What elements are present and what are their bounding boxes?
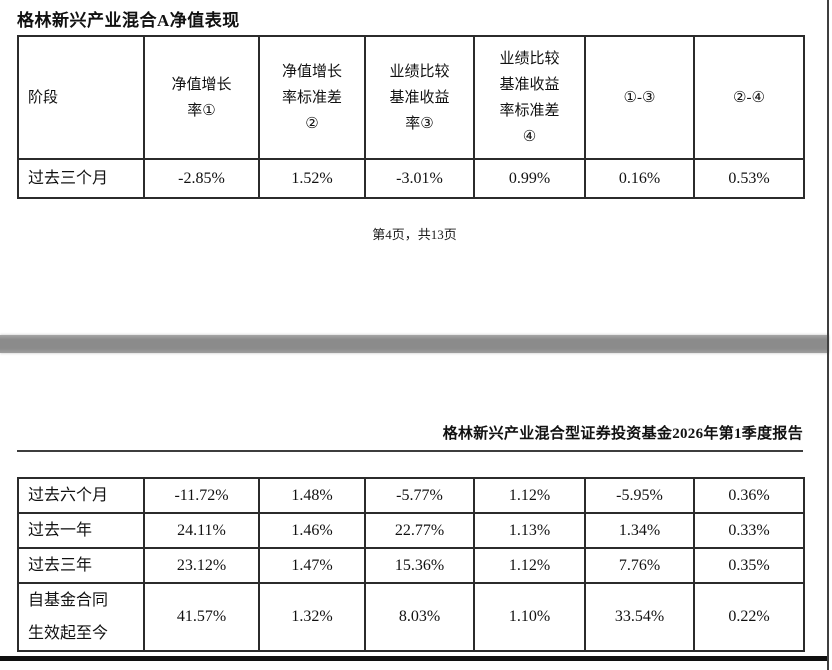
window-edge-line [827, 0, 829, 670]
table-title: 格林新兴产业混合A净值表现 [17, 11, 240, 30]
cell-value: 24.11% [143, 512, 260, 549]
cell-value: 8.03% [364, 582, 475, 652]
report-header: 格林新兴产业混合型证券投资基金2026年第1季度报告 [442, 426, 803, 442]
cell-value: 1.32% [258, 582, 366, 652]
header-stage: 阶段 [17, 35, 145, 160]
header-benchmark-return-std: 业绩比较 基准收益 率标准差 ④ [473, 35, 586, 160]
cell-value: 41.57% [143, 582, 260, 652]
cell-value: 0.36% [693, 477, 805, 514]
table-row-past-3-years: 过去三年 23.12% 1.47% 15.36% 1.12% 7.76% 0.3… [17, 547, 805, 584]
cell-value: 1.10% [473, 582, 586, 652]
cell-value: 1.46% [258, 512, 366, 549]
cell-value: 33.54% [584, 582, 695, 652]
header-diff-2-4: ②-④ [693, 35, 805, 160]
cell-value: 0.35% [693, 547, 805, 584]
header-rule [17, 450, 803, 452]
header-nav-growth-std: 净值增长 率标准差 ② [258, 35, 366, 160]
cell-value: 1.12% [473, 477, 586, 514]
cell-value: 1.34% [584, 512, 695, 549]
row-label: 过去一年 [17, 512, 145, 549]
cell-value: -5.77% [364, 477, 475, 514]
table-row-past-1-year: 过去一年 24.11% 1.46% 22.77% 1.13% 1.34% 0.3… [17, 512, 805, 549]
cell-value: -2.85% [143, 158, 260, 199]
cell-value: 1.12% [473, 547, 586, 584]
cell-value: 0.22% [693, 582, 805, 652]
cell-value: 1.52% [258, 158, 366, 199]
cell-value: 1.48% [258, 477, 366, 514]
cell-value: 0.99% [473, 158, 586, 199]
table-row-past-3-months: 过去三个月 -2.85% 1.52% -3.01% 0.99% 0.16% 0.… [17, 158, 805, 199]
table-row-since-inception: 自基金合同 生效起至今 41.57% 1.32% 8.03% 1.10% 33.… [17, 582, 805, 652]
cell-value: 1.13% [473, 512, 586, 549]
row-label: 过去三年 [17, 547, 145, 584]
cell-value: -5.95% [584, 477, 695, 514]
cell-value: 1.47% [258, 547, 366, 584]
cell-value: 0.33% [693, 512, 805, 549]
cell-value: 23.12% [143, 547, 260, 584]
table-row-past-6-months: 过去六个月 -11.72% 1.48% -5.77% 1.12% -5.95% … [17, 477, 805, 514]
cell-value: 15.36% [364, 547, 475, 584]
row-label: 自基金合同 生效起至今 [17, 582, 145, 652]
page-separator [0, 335, 829, 353]
cell-value: 7.76% [584, 547, 695, 584]
header-diff-1-3: ①-③ [584, 35, 695, 160]
header-benchmark-return: 业绩比较 基准收益 率③ [364, 35, 475, 160]
cell-value: -11.72% [143, 477, 260, 514]
row-label: 过去三个月 [17, 158, 145, 199]
performance-table-page4: 阶段 净值增长 率① 净值增长 率标准差 ② 业绩比较 基准收益 率③ 业绩比较… [17, 35, 805, 199]
header-nav-growth: 净值增长 率① [143, 35, 260, 160]
cell-value: -3.01% [364, 158, 475, 199]
page-number-footer: 第4页，共13页 [372, 227, 457, 242]
cell-value: 22.77% [364, 512, 475, 549]
cell-value: 0.53% [693, 158, 805, 199]
table-header-row: 阶段 净值增长 率① 净值增长 率标准差 ② 业绩比较 基准收益 率③ 业绩比较… [17, 35, 805, 160]
section-divider [0, 656, 829, 661]
cell-value: 0.16% [584, 158, 695, 199]
performance-table-page5: 过去六个月 -11.72% 1.48% -5.77% 1.12% -5.95% … [17, 477, 805, 652]
row-label: 过去六个月 [17, 477, 145, 514]
